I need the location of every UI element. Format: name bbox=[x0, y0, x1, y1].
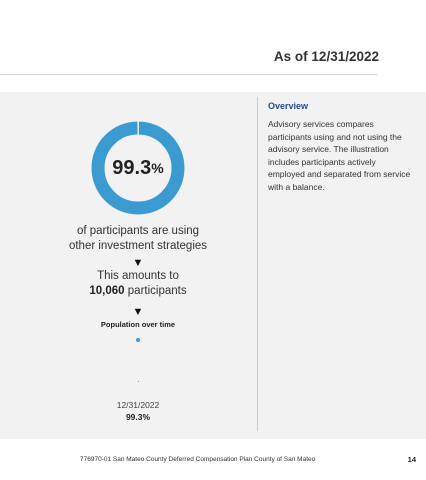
column-divider bbox=[257, 97, 258, 431]
page-number: 14 bbox=[407, 455, 416, 464]
content-panel bbox=[0, 92, 426, 439]
stat-description: of participants are using other investme… bbox=[40, 224, 236, 254]
stat-unit: % bbox=[151, 160, 164, 176]
down-arrow-icon: ▼ bbox=[132, 306, 144, 318]
donut-chart: 99.3% bbox=[90, 120, 186, 216]
axis-tick bbox=[138, 381, 139, 382]
population-pct: 99.3% bbox=[125, 412, 151, 422]
donut-svg bbox=[91, 121, 185, 215]
amounts-label: This amounts to bbox=[97, 270, 179, 282]
amounts-block: This amounts to 10,060 participants bbox=[40, 269, 236, 299]
overview-title: Overview bbox=[268, 101, 309, 111]
as-of-date: As of 12/31/2022 bbox=[273, 49, 379, 64]
stat-value: 99.3 bbox=[112, 156, 152, 179]
overview-body: Advisory services compares participants … bbox=[268, 119, 411, 192]
footer-text: 776970-01 San Mateo County Deferred Comp… bbox=[80, 456, 316, 463]
population-point bbox=[136, 338, 140, 342]
participants-line: 10,060 participants bbox=[40, 284, 236, 299]
header-divider bbox=[0, 74, 378, 75]
stat-description-line2: other investment strategies bbox=[68, 240, 208, 252]
stat-description-line1: of participants are using bbox=[76, 225, 200, 237]
donut-arc bbox=[91, 121, 185, 215]
population-date: 12/31/2022 bbox=[116, 400, 160, 410]
donut-value: 99.3% bbox=[90, 120, 186, 216]
population-title: Population over time bbox=[100, 320, 176, 329]
participants-count: 10,060 bbox=[89, 285, 125, 297]
participants-word: participants bbox=[127, 285, 187, 297]
down-arrow-icon: ▼ bbox=[132, 257, 144, 269]
